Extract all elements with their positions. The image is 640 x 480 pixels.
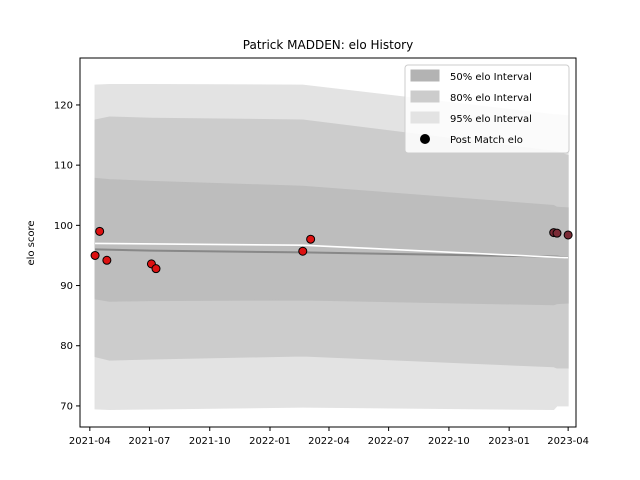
x-tick-label: 2022-04: [308, 436, 350, 447]
axes: 70 80 90 100 110 120 2021-04 2021-07 2021-10 2022…: [54, 57, 589, 447]
legend-marker: [420, 134, 430, 144]
elo-trend-line: [95, 242, 569, 259]
post-match-point: [306, 234, 316, 244]
y-tick-label: 110: [54, 161, 73, 172]
legend-label: 80% elo Interval: [450, 93, 532, 104]
chart-title: Patrick MADDEN: elo History: [243, 38, 413, 52]
legend-swatch: [410, 69, 440, 82]
x-tick-label: 2023-01: [488, 436, 530, 447]
post-match-point: [552, 228, 562, 238]
post-match-point: [95, 226, 105, 236]
x-tick-label: 2021-10: [189, 436, 231, 447]
y-tick-label: 120: [54, 100, 73, 111]
x-tick-label: 2023-04: [547, 436, 589, 447]
y-tick-label: 80: [60, 341, 73, 352]
interval-band-2: [94, 177, 569, 306]
legend-label: 50% elo Interval: [450, 72, 532, 83]
y-tick-label: 90: [60, 281, 73, 292]
x-tick-label: 2022-10: [428, 436, 470, 447]
x-tick-label: 2022-01: [249, 436, 291, 447]
post-match-point: [151, 264, 161, 274]
post-match-point: [563, 230, 573, 240]
x-tick-label: 2021-07: [129, 436, 171, 447]
x-tick-label: 2021-04: [69, 436, 111, 447]
plot-area: [90, 83, 573, 411]
legend-label: Post Match elo: [450, 135, 523, 146]
y-tick-label: 70: [60, 401, 73, 412]
legend-box: [404, 64, 570, 154]
x-tick-label: 2022-07: [368, 436, 410, 447]
post-match-point: [102, 255, 112, 265]
legend: 50% elo Interval 80% elo Interval 95% elo …: [404, 64, 570, 154]
plot-frame: [79, 57, 577, 428]
y-axis-label: elo score: [26, 220, 37, 265]
post-match-point: [298, 246, 308, 256]
post-match-point: [90, 250, 100, 260]
legend-swatch: [410, 90, 440, 103]
legend-swatch: [410, 111, 440, 124]
y-tick-label: 100: [54, 221, 73, 232]
legend-label: 95% elo Interval: [450, 114, 532, 125]
